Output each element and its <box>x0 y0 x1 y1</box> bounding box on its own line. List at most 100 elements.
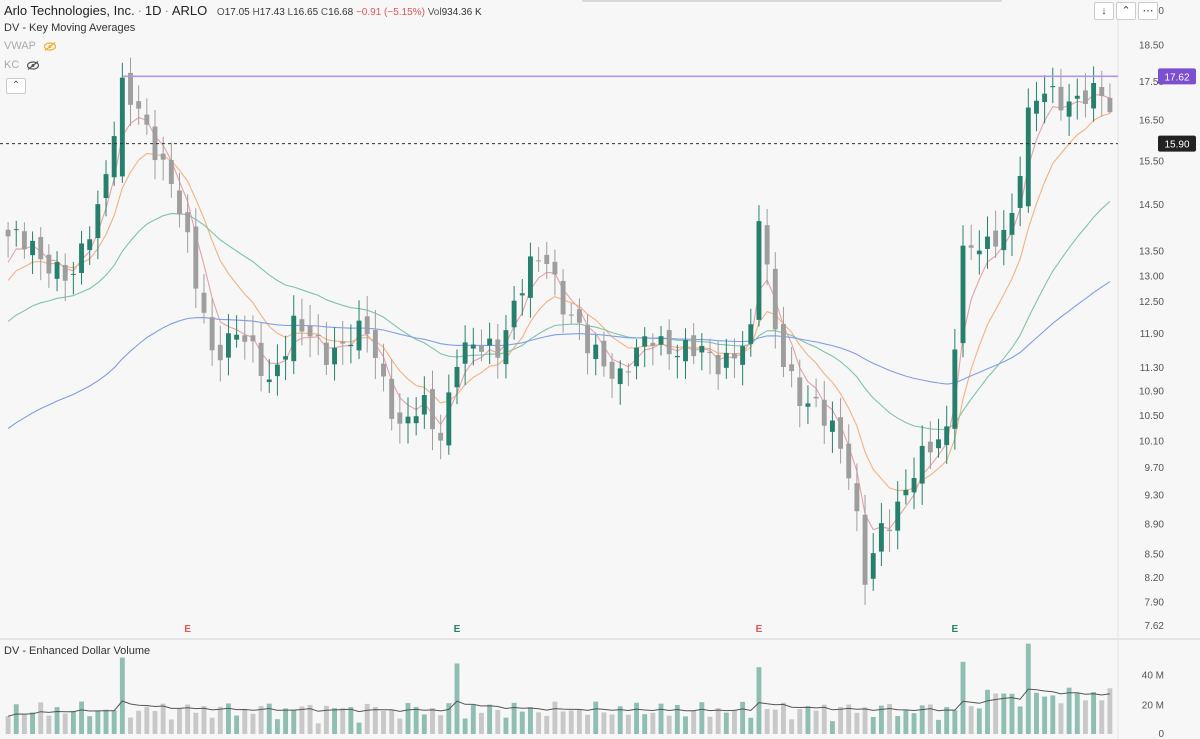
candle <box>740 330 746 386</box>
volume-bar <box>405 702 411 734</box>
candle <box>838 397 844 464</box>
candle <box>46 244 52 288</box>
indicator-vwap[interactable]: VWAP <box>4 40 56 52</box>
candle <box>634 339 639 380</box>
volume-bar <box>340 708 346 734</box>
price-tick-label: 12.50 <box>1139 297 1164 308</box>
indicator-kc[interactable]: KC <box>4 59 40 71</box>
candle <box>642 327 648 368</box>
price-tick-label: 7.62 <box>1145 621 1165 632</box>
volume-bar <box>397 718 403 734</box>
price-tick-label: 9.30 <box>1145 491 1165 502</box>
close-label: C <box>320 7 329 18</box>
candle <box>332 327 337 381</box>
candle <box>258 322 264 392</box>
candle <box>919 425 925 505</box>
candle <box>699 333 705 371</box>
volume-bar <box>519 711 525 734</box>
volume-bar <box>1091 692 1097 734</box>
collapse-legend-button[interactable]: ⌃ <box>6 78 26 94</box>
symbol[interactable]: ARLO <box>171 3 208 18</box>
volume-bar <box>1099 700 1105 734</box>
volume-bar <box>128 717 133 734</box>
candle <box>62 253 68 302</box>
candle <box>756 205 762 327</box>
move-pane-down-button[interactable]: ↓ <box>1094 2 1114 20</box>
volume-bar <box>299 706 305 734</box>
indicator-key-moving-averages[interactable]: DV - Key Moving Averages <box>4 22 136 34</box>
candle <box>748 308 754 357</box>
price-tick-label: 15.50 <box>1139 156 1164 167</box>
candle <box>846 424 852 490</box>
volume-bar <box>185 704 191 734</box>
candle <box>95 190 101 260</box>
volume-bar <box>1082 700 1088 734</box>
pane-more-button[interactable]: ⋯ <box>1138 2 1158 20</box>
candle <box>568 303 574 325</box>
candle <box>283 335 289 381</box>
volume-bar <box>332 708 337 734</box>
candle <box>1050 67 1056 104</box>
candle <box>389 359 395 431</box>
volume-bar <box>560 711 566 734</box>
price-tick-label: 13.50 <box>1139 247 1164 258</box>
candle <box>446 374 452 455</box>
change-value: −0.91 (−5.15%) <box>355 7 425 18</box>
volume-bar <box>642 714 648 734</box>
candle <box>601 331 607 377</box>
price-tick-label: 14.50 <box>1139 200 1164 211</box>
volume-bar <box>764 709 770 734</box>
candle <box>1091 66 1097 122</box>
candle <box>193 208 199 309</box>
volume-bar <box>895 715 901 734</box>
candle <box>1009 193 1015 256</box>
candle <box>430 370 435 451</box>
volume-bar <box>87 716 93 734</box>
volume-layer <box>5 643 1113 734</box>
volume-bar <box>315 723 321 734</box>
candle <box>976 230 982 275</box>
candle <box>177 172 182 228</box>
volume-bar <box>70 710 76 734</box>
volume-average-line <box>7 688 1110 717</box>
volume-bar <box>1050 695 1056 734</box>
volume-bar <box>348 707 354 734</box>
timeframe[interactable]: 1D <box>144 3 162 18</box>
candle <box>593 334 599 376</box>
candle <box>854 463 860 532</box>
volume-bar <box>756 667 762 734</box>
volume-bar <box>1058 703 1064 734</box>
volume-bar <box>544 715 550 734</box>
volume-bar <box>993 693 999 734</box>
volume-bar <box>936 719 941 734</box>
volume-bar <box>585 714 591 734</box>
volume-bar <box>421 714 427 734</box>
eye-hidden-icon[interactable] <box>27 60 40 70</box>
candle <box>878 502 884 567</box>
price-tick-label: 9.70 <box>1145 463 1165 474</box>
candle <box>715 341 721 390</box>
volume-bar <box>103 709 109 734</box>
open-value: 17.05 <box>224 7 250 18</box>
volume-pane-title[interactable]: DV - Enhanced Dollar Volume <box>4 645 151 657</box>
candle <box>519 279 525 316</box>
candle <box>1001 210 1007 266</box>
move-pane-up-button[interactable]: ⌃ <box>1116 2 1136 20</box>
candle <box>952 328 958 450</box>
volume-bar <box>209 717 215 734</box>
volume-bar <box>1074 693 1080 734</box>
high-value: 17.43 <box>259 7 285 18</box>
volume-bar <box>683 716 688 734</box>
volume-bar <box>462 718 468 734</box>
volume-bar <box>878 705 884 734</box>
volume-bar <box>887 703 892 734</box>
eye-hidden-icon[interactable] <box>43 41 56 51</box>
candle <box>103 160 109 217</box>
volume-bar <box>1017 706 1023 734</box>
ma-line-4 <box>7 281 1111 429</box>
candle <box>438 414 444 460</box>
company-name[interactable]: Arlo Technologies, Inc. <box>4 3 135 18</box>
volume-bar <box>234 715 240 734</box>
